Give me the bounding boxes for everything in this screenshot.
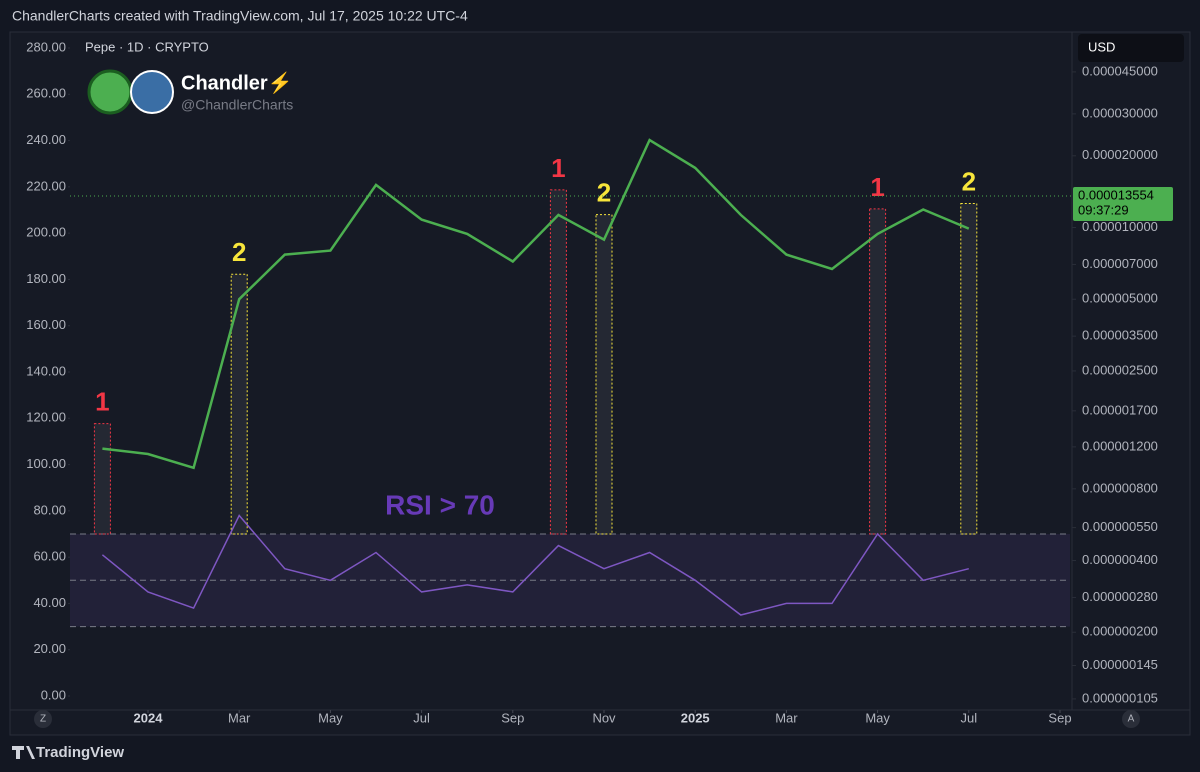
y2-tick-label: 0.000000400	[1082, 552, 1158, 567]
caption: ChandlerCharts created with TradingView.…	[12, 8, 468, 24]
signal-box	[93, 423, 111, 535]
signal-label: 1	[870, 172, 884, 202]
y2-tick-label: 0.000000550	[1082, 519, 1158, 534]
y2-tick-label: 0.000045000	[1082, 63, 1158, 78]
x-tick-label: Mar	[775, 710, 798, 725]
y-tick-label: 280.00	[26, 39, 66, 54]
x-tick-label: Sep	[1048, 710, 1071, 725]
y-tick-label: 140.00	[26, 363, 66, 378]
auto-button[interactable]	[1122, 710, 1140, 728]
y2-tick-label: 0.000003500	[1082, 328, 1158, 343]
signal-box	[230, 273, 248, 535]
brand: TradingView	[36, 744, 124, 761]
x-tick-label: 2024	[134, 710, 164, 725]
signal-box	[549, 189, 567, 535]
series-line	[102, 138, 970, 470]
y2-tick-label: 0.000020000	[1082, 147, 1158, 162]
symbol: Pepe · 1D · CRYPTO	[85, 39, 209, 54]
brand-logo	[12, 746, 35, 759]
zoom-label[interactable]: Z	[40, 714, 46, 725]
y2-tick-label: 0.000010000	[1082, 219, 1158, 234]
x-tick-label: Mar	[228, 710, 251, 725]
y-tick-label: 200.00	[26, 225, 66, 240]
y-tick-label: 180.00	[26, 271, 66, 286]
signal-box	[869, 208, 887, 535]
x-tick-label: 2025	[681, 710, 710, 725]
signal-box	[595, 214, 613, 535]
x-tick-label: May	[318, 710, 343, 725]
y2-tick-label: 0.000007000	[1082, 256, 1158, 271]
y2-tick-label: 0.000030000	[1082, 105, 1158, 120]
last-price: 0.000013554	[1078, 187, 1154, 202]
x-tick-label: Jul	[960, 710, 977, 725]
y2-tick-label: 0.000000105	[1082, 690, 1158, 705]
series-line	[101, 514, 969, 616]
signal-label: 2	[962, 166, 976, 196]
y-tick-label: 20.00	[33, 641, 66, 656]
signal-label: 2	[232, 237, 246, 267]
avatar-pepe	[87, 69, 133, 115]
y-tick-label: 0.00	[41, 687, 66, 702]
annotation: RSI > 70	[385, 489, 495, 520]
author: Chandler⚡	[181, 70, 293, 94]
x-tick-label: Nov	[592, 710, 616, 725]
y-tick-label: 40.00	[33, 595, 66, 610]
y2-tick-label: 0.000001700	[1082, 402, 1158, 417]
y-tick-label: 60.00	[33, 549, 66, 564]
y2-tick-label: 0.000000145	[1082, 657, 1158, 672]
x-tick-label: May	[865, 710, 890, 725]
y2-tick-label: 0.000000200	[1082, 624, 1158, 639]
handle: @ChandlerCharts	[181, 97, 293, 113]
currency-button[interactable]	[1078, 34, 1184, 62]
y-tick-label: 260.00	[26, 86, 66, 101]
y2-tick-label: 0.000000800	[1082, 480, 1158, 495]
y2-tick-label: 0.000005000	[1082, 291, 1158, 306]
y2-tick-label: 0.000002500	[1082, 362, 1158, 377]
countdown: 09:37:29	[1078, 202, 1129, 217]
signal-label: 1	[551, 153, 565, 183]
y-tick-label: 240.00	[26, 132, 66, 147]
chart-frame	[9, 31, 1191, 736]
currency[interactable]: USD	[1088, 39, 1115, 54]
signal-box	[960, 203, 978, 535]
signal-label: 1	[95, 386, 109, 416]
y2-tick-label: 0.000000280	[1082, 589, 1158, 604]
zoom-button[interactable]	[34, 710, 52, 728]
avatar-author	[130, 70, 174, 114]
y2-tick-label: 0.000001200	[1082, 438, 1158, 453]
auto-label[interactable]: A	[1128, 714, 1135, 725]
x-tick-label: Jul	[413, 710, 430, 725]
x-tick-label: Sep	[501, 710, 524, 725]
y-tick-label: 100.00	[26, 456, 66, 471]
y-tick-label: 120.00	[26, 410, 66, 425]
last-price-tag	[1073, 187, 1173, 222]
signal-label: 2	[597, 177, 611, 207]
y-tick-label: 160.00	[26, 317, 66, 332]
y-tick-label: 220.00	[26, 178, 66, 193]
y-tick-label: 80.00	[33, 502, 66, 517]
